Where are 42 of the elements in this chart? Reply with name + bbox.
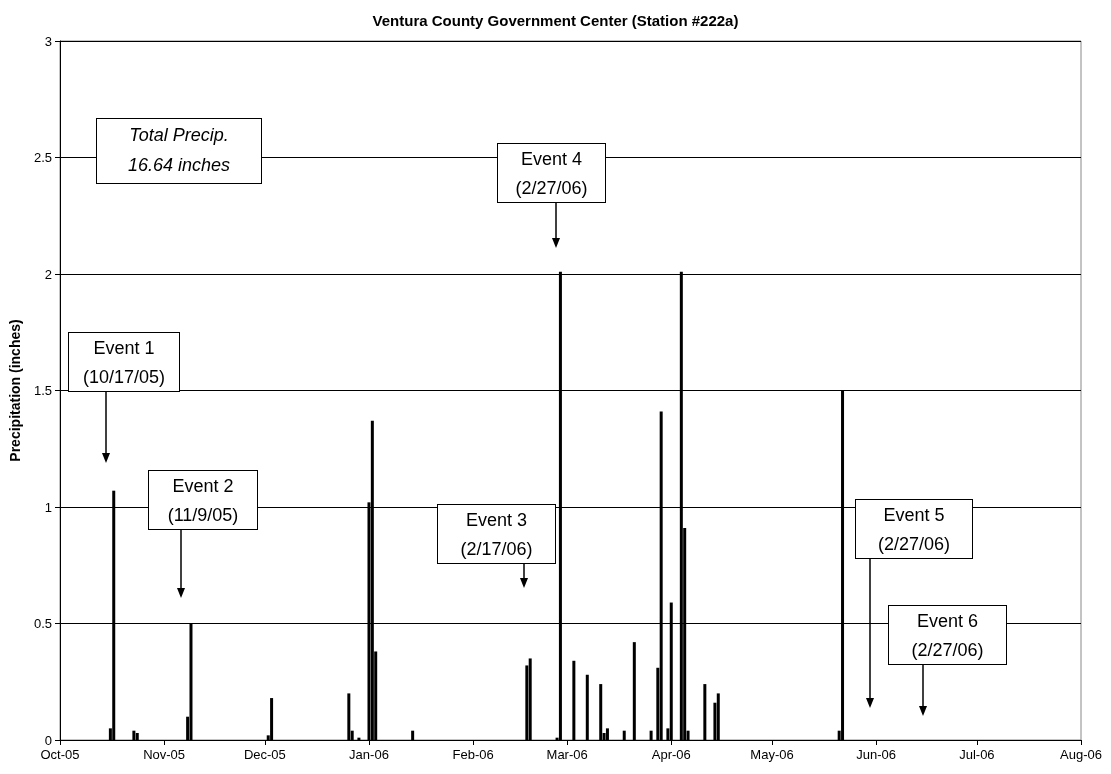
bar	[347, 693, 351, 740]
x-tick-label: Jul-06	[959, 747, 995, 762]
note-box: Event 1 (10/17/05)	[68, 332, 180, 392]
bar	[270, 698, 274, 740]
x-tick-label: Dec-05	[243, 747, 286, 762]
x-tick-label: May-06	[750, 747, 794, 762]
bar	[622, 730, 626, 740]
bar	[572, 660, 576, 740]
bar	[411, 730, 415, 740]
bar	[649, 730, 653, 740]
x-tick-label: Nov-05	[143, 747, 186, 762]
bar	[132, 730, 136, 740]
bar	[585, 674, 589, 740]
bar	[135, 733, 139, 740]
note-box: Event 5 (2/27/06)	[855, 499, 973, 559]
bar	[703, 684, 707, 740]
x-tick-label: Aug-06	[1060, 747, 1102, 762]
note-box: Event 6 (2/27/06)	[888, 605, 1007, 665]
y-tick-label: 2	[44, 266, 52, 282]
note-box: Total Precip. 16.64 inches	[96, 118, 262, 184]
y-axis-title: Precipitation (inches)	[7, 319, 23, 462]
x-tick-label: Jun-06	[856, 747, 896, 762]
x-tick-label: Apr-06	[651, 747, 691, 762]
x-tick-label: Mar-06	[546, 747, 588, 762]
bar	[528, 658, 532, 740]
x-tick-label: Oct-05	[40, 747, 80, 762]
note-box: Event 2 (11/9/05)	[148, 470, 258, 530]
bar	[716, 693, 720, 740]
bar	[605, 728, 609, 740]
x-tick-label: Jan-06	[349, 747, 389, 762]
y-tick-label: 3	[44, 33, 52, 49]
note-box: Event 4 (2/27/06)	[497, 143, 606, 203]
bar	[599, 684, 603, 740]
chart-title: Ventura County Government Center (Station #222a)	[372, 12, 739, 29]
y-tick-label: 2.5	[33, 150, 52, 165]
y-tick-label: 0	[44, 732, 52, 748]
note-box: Event 3 (2/17/06)	[437, 504, 556, 564]
x-tick-label: Feb-06	[452, 747, 494, 762]
y-tick-label: 0.5	[33, 616, 52, 631]
y-tick-label: 1.5	[33, 383, 52, 398]
y-tick-label: 1	[44, 499, 52, 515]
bar	[632, 642, 636, 740]
